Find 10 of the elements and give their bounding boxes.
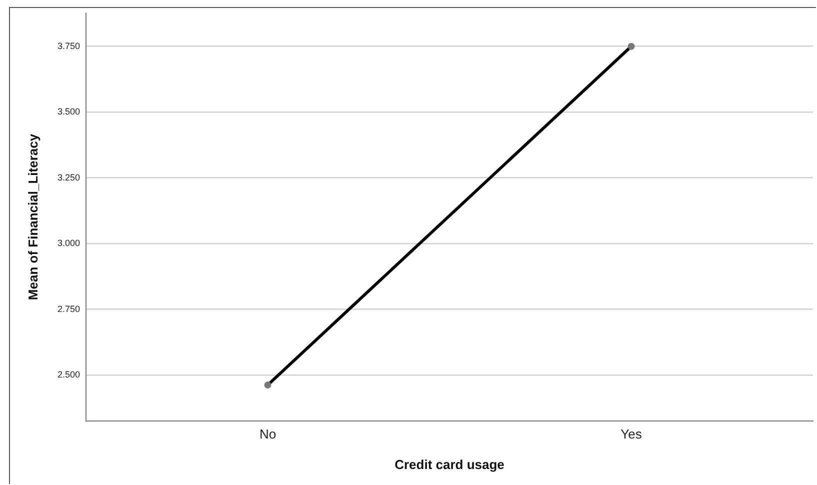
x-tick-label: Yes: [620, 426, 642, 442]
x-axis-title: Credit card usage: [394, 456, 504, 472]
y-tick-label: 3.500: [57, 106, 80, 117]
y-tick-label: 2.750: [57, 304, 80, 314]
y-tick-label: 2.500: [57, 369, 80, 380]
y-tick-label: 3.750: [57, 40, 80, 51]
y-tick-label: 3.250: [57, 172, 80, 182]
y-axis-title: Mean of Financial_Literacy: [25, 133, 40, 300]
x-tick-label: No: [259, 426, 276, 442]
y-tick-label: 3.000: [57, 238, 80, 248]
